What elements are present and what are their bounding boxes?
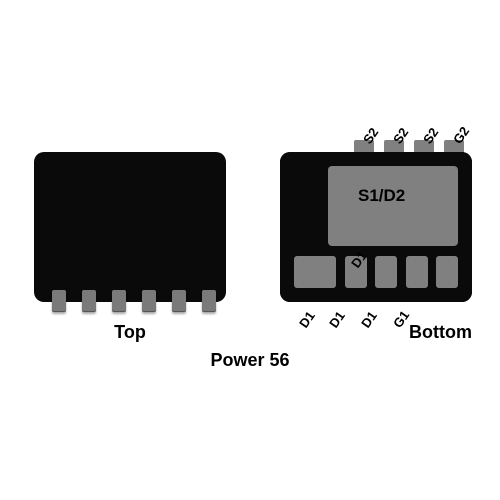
package-bottom-view [280,152,472,302]
top-lead [82,290,96,312]
bottom-caption: Bottom [280,322,472,343]
top-caption: Top [34,322,226,343]
die-pad [328,166,458,246]
package-top-view [34,152,226,302]
top-lead [202,290,216,312]
bottom-pad-g1 [436,256,458,288]
package-title: Power 56 [0,350,500,371]
top-lead [172,290,186,312]
top-lead [142,290,156,312]
bottom-pad-d1 [406,256,428,288]
bottom-pad-d1 [375,256,397,288]
die-pad-label: S1/D2 [358,186,405,206]
package-diagram: Top S2 S2 S2 G2 S1/D2 D1 D1 D1 D1 G1 Bot… [0,0,500,500]
bottom-pad-row [294,256,458,292]
die-slot [294,174,320,238]
bottom-pad-d1 [294,256,336,288]
top-lead [112,290,126,312]
top-lead [52,290,66,312]
